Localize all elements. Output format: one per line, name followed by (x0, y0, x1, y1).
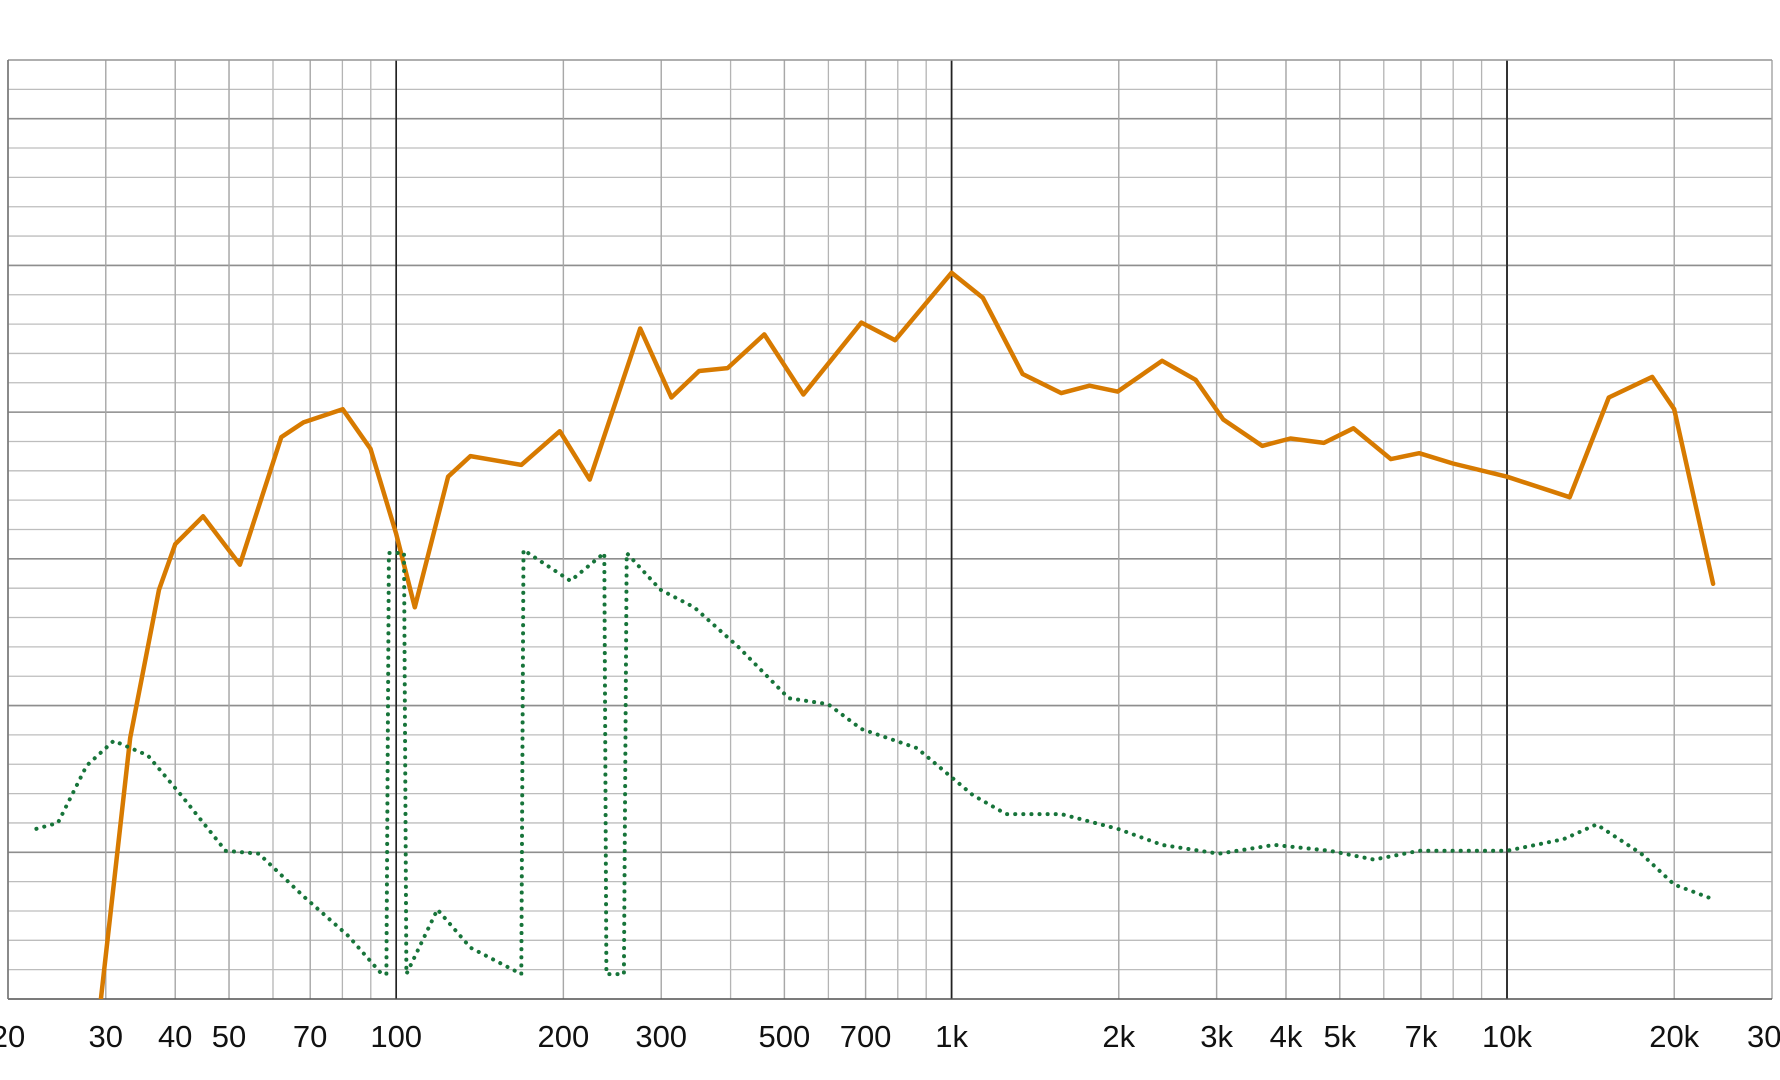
plot-area (34, 270, 1716, 999)
x-tick-label: 50 (212, 1019, 246, 1054)
x-tick-label: 300 (635, 1019, 687, 1054)
x-tick-label: 4k (1270, 1019, 1303, 1054)
x-tick-label: 200 (538, 1019, 590, 1054)
x-tick-label: 700 (840, 1019, 892, 1054)
x-tick-label: 30k (1747, 1019, 1780, 1054)
response-line (98, 270, 1716, 999)
x-tick-label: 2k (1102, 1019, 1135, 1054)
x-tick-label: 30 (89, 1019, 123, 1054)
x-tick-label: 100 (370, 1019, 422, 1054)
x-tick-label: 20 (0, 1019, 25, 1054)
x-tick-label: 3k (1200, 1019, 1233, 1054)
x-tick-label: 40 (158, 1019, 192, 1054)
x-tick-label: 1k (935, 1019, 968, 1054)
x-tick-label: 7k (1405, 1019, 1438, 1054)
x-tick-label: 10k (1482, 1019, 1532, 1054)
x-tick-label: 20k (1649, 1019, 1699, 1054)
x-tick-label: 70 (293, 1019, 327, 1054)
x-tick-label: 500 (759, 1019, 811, 1054)
distortion-line (34, 548, 1716, 977)
x-tick-label: 5k (1323, 1019, 1356, 1054)
